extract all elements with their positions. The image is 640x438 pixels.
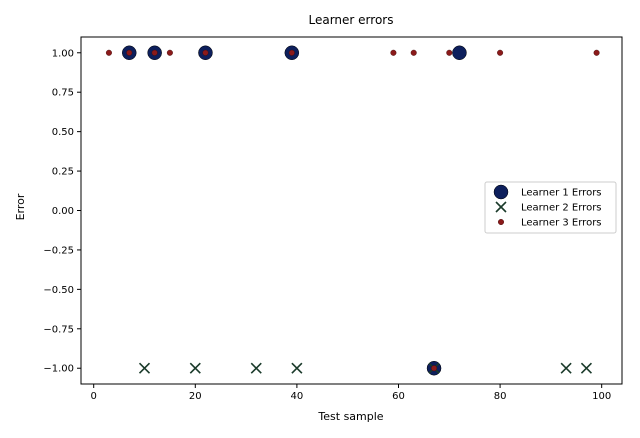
legend: Learner 1 Errors Learner 2 Errors Learner … <box>484 181 617 234</box>
series-3-point <box>105 49 112 56</box>
series-3-point <box>431 365 438 372</box>
y-axis-label: Error <box>14 193 27 220</box>
x-marker-stroke <box>138 362 151 374</box>
data-points <box>105 45 600 376</box>
series-2-point <box>189 362 201 374</box>
x-marker-stroke <box>495 201 507 213</box>
x-tick-label: 60 <box>392 391 405 402</box>
legend-label-2: Learner 2 Errors <box>521 203 602 214</box>
series-3-point <box>410 49 417 56</box>
series-3-point <box>593 49 600 56</box>
series-1-point <box>452 45 467 61</box>
x-marker-stroke <box>189 362 201 374</box>
series-3-point <box>497 49 504 56</box>
chart-title: Learner errors <box>309 13 394 27</box>
y-tick-label: 0.00 <box>52 206 74 217</box>
y-tick-label: −0.25 <box>43 245 74 256</box>
series-3-point <box>126 49 133 56</box>
legend-marker-2 <box>495 201 507 213</box>
x-tick-label: 20 <box>189 391 202 402</box>
series-2-point <box>250 362 262 374</box>
y-tick-label: −0.50 <box>43 285 74 296</box>
x-tick-label: 80 <box>494 391 507 402</box>
legend-label-1: Learner 1 Errors <box>521 188 602 199</box>
legend-marker-1 <box>493 184 509 200</box>
y-tick-label: 0.75 <box>52 88 74 99</box>
series-3-point <box>151 49 158 56</box>
x-marker-stroke <box>250 362 262 374</box>
y-tick-label: 1.00 <box>52 48 74 59</box>
y-tick-label: 0.50 <box>52 127 74 138</box>
series-2-point <box>291 362 303 374</box>
y-tick-label: −0.75 <box>43 324 74 335</box>
series-3-point <box>446 49 453 56</box>
legend-frame <box>484 181 617 234</box>
x-marker-stroke <box>291 362 303 374</box>
series-2-point <box>560 362 572 374</box>
y-tick-label: 0.25 <box>52 167 74 178</box>
y-tick-label: −1.00 <box>43 364 74 375</box>
x-axis-ticks: 0 20 40 60 80 100 <box>91 384 611 402</box>
series-3-point <box>166 49 173 56</box>
x-marker-stroke <box>580 362 593 374</box>
series-3-point <box>390 49 397 56</box>
x-tick-label: 100 <box>592 391 611 402</box>
series-3-point <box>288 49 295 56</box>
series-3-point <box>202 49 209 56</box>
x-marker-stroke <box>560 362 572 374</box>
y-axis-ticks: −1.00 −0.75 −0.50 −0.25 0.00 0.25 0.50 0.75 1.00 <box>43 48 81 375</box>
legend-label-3: Learner 3 Errors <box>521 218 602 229</box>
x-tick-label: 40 <box>291 391 304 402</box>
x-axis-label: Test sample <box>317 410 383 423</box>
legend-items: Learner 1 Errors Learner 2 Errors Learner … <box>493 184 602 229</box>
x-tick-label: 0 <box>91 391 97 402</box>
legend-marker-3 <box>498 218 505 225</box>
series-2-point <box>580 362 593 374</box>
series-2-point <box>138 362 151 374</box>
